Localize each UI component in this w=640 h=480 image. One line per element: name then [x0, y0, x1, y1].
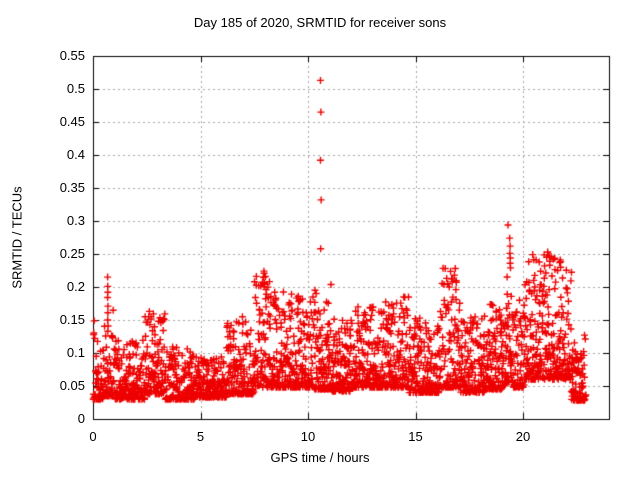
y-tick-label: 0.25 [59, 246, 85, 261]
chart-title: Day 185 of 2020, SRMTID for receiver son… [193, 15, 447, 30]
y-tick-label: 0.05 [59, 378, 85, 393]
y-tick-label: 0.15 [59, 312, 85, 327]
y-tick-label: 0 [77, 411, 85, 426]
y-tick-label: 0.3 [66, 213, 85, 228]
y-tick-label: 0.5 [66, 81, 85, 96]
y-tick-label: 0.55 [59, 48, 85, 63]
y-tick-label: 0.2 [66, 279, 85, 294]
y-tick-label: 0.4 [66, 147, 85, 162]
x-tick-label: 5 [196, 429, 205, 444]
x-tick-label: 15 [408, 429, 423, 444]
y-tick-label: 0.45 [59, 114, 85, 129]
x-axis-label: GPS time / hours [270, 450, 370, 465]
x-tick-label: 20 [515, 429, 531, 444]
y-tick-label: 0.1 [66, 345, 85, 360]
x-tick-label: 10 [300, 429, 316, 444]
y-tick-label: 0.35 [59, 180, 85, 195]
y-axis-label: SRMTID / TECUs [9, 186, 25, 289]
x-tick-label: 0 [89, 429, 97, 444]
